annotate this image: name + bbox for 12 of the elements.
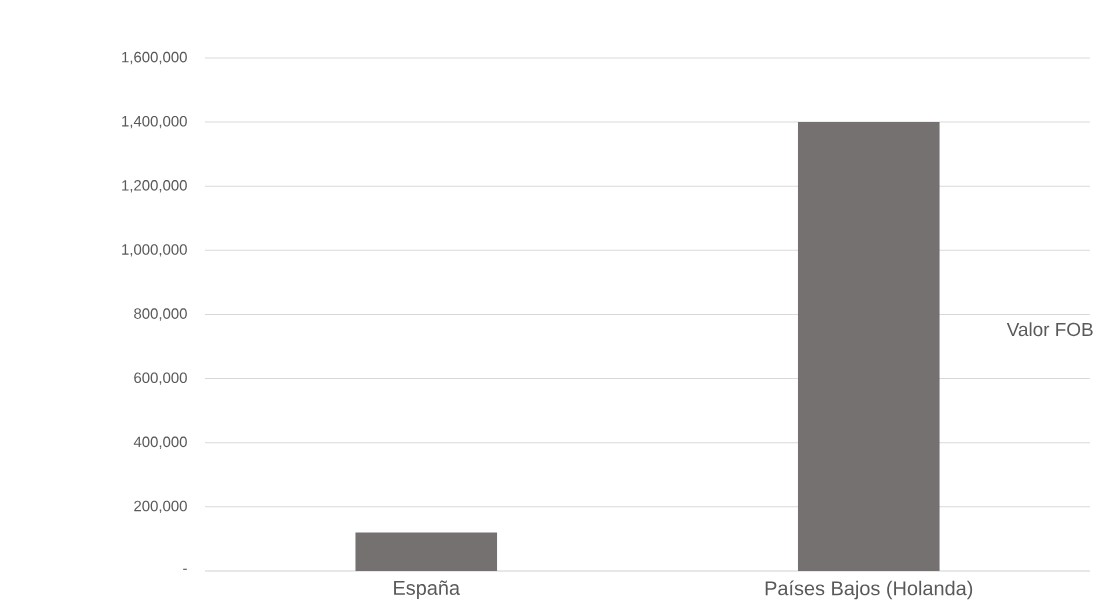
y-tick-label: 1,400,000 [122,116,187,129]
y-tick-label: 200,000 [134,500,187,514]
y-tick-label: 400,000 [133,436,187,450]
y-tick-label: 600,000 [134,372,187,385]
y-tick-label: 1,000,000 [122,244,187,257]
x-tick-label: Países Bajos (Holanda) [765,580,973,600]
text: Valor FOB [1006,322,1093,337]
x-tick-label: España [394,580,461,600]
y-tick-label: 800,000 [134,308,187,321]
y-tick-label: 1,200,000 [122,180,187,193]
y-tick-label: - [183,568,187,571]
y-tick-label: 1,600,000 [122,51,187,65]
